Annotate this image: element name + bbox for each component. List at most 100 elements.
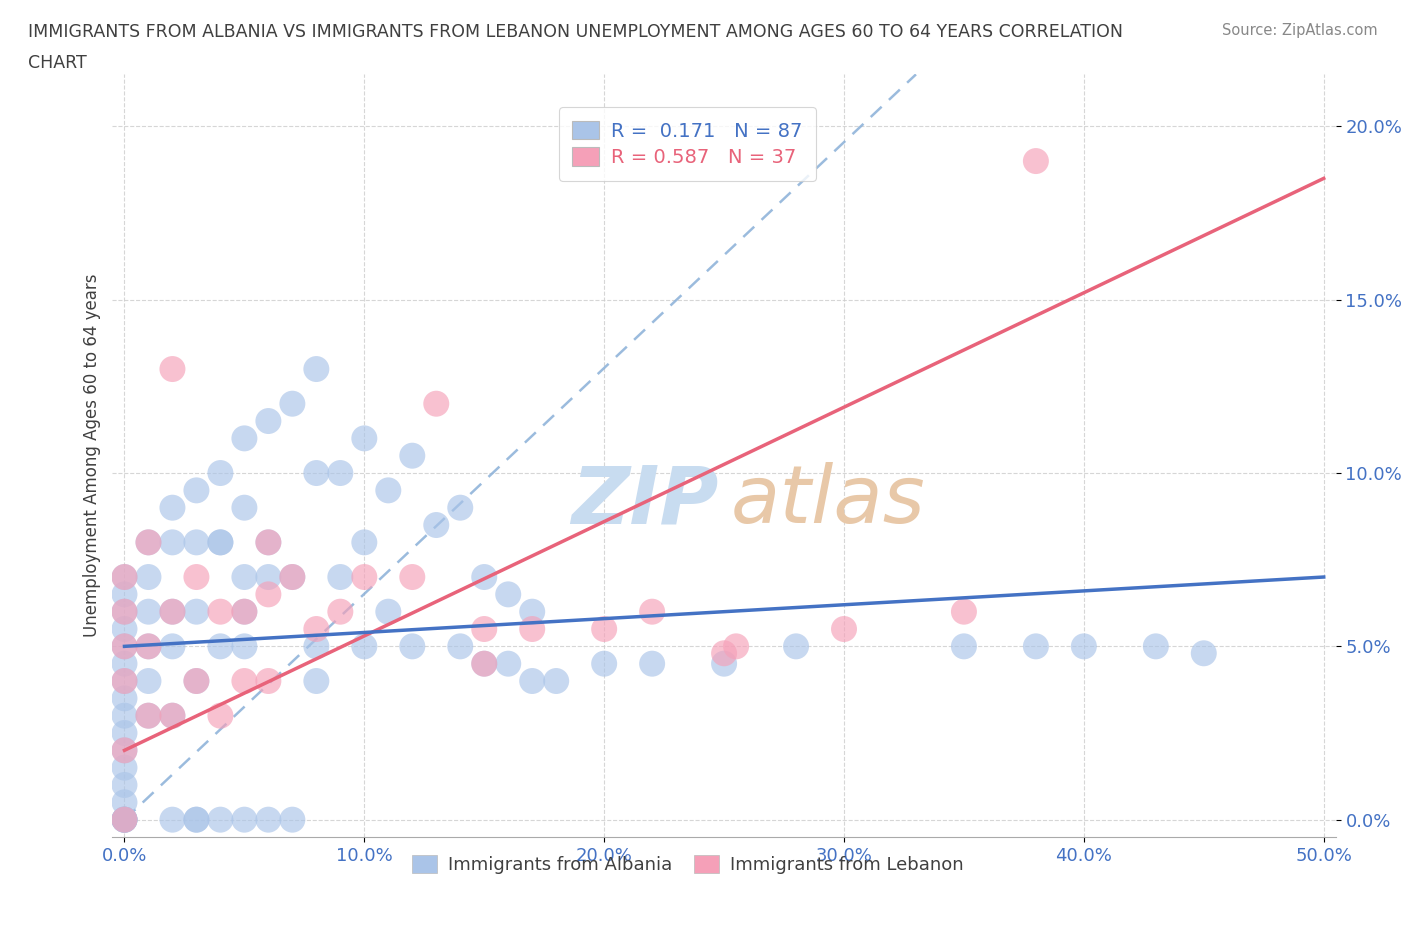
Point [522, 673, 544, 688]
Point [257, 414, 280, 429]
Point [138, 639, 160, 654]
Point [449, 500, 471, 515]
Point [138, 673, 160, 688]
Point [209, 639, 232, 654]
Point [305, 621, 328, 636]
Point [138, 709, 160, 724]
Point [138, 535, 160, 550]
Point [785, 639, 807, 654]
Text: Source: ZipAtlas.com: Source: ZipAtlas.com [1222, 23, 1378, 38]
Text: ZIP: ZIP [571, 462, 718, 540]
Point [281, 569, 304, 584]
Point [209, 466, 232, 481]
Point [641, 657, 664, 671]
Point [114, 673, 136, 688]
Point [114, 621, 136, 636]
Point [305, 639, 328, 654]
Point [162, 709, 184, 724]
Point [138, 639, 160, 654]
Point [257, 535, 280, 550]
Point [186, 569, 208, 584]
Text: atlas: atlas [730, 462, 925, 540]
Point [162, 362, 184, 377]
Point [186, 812, 208, 827]
Point [114, 725, 136, 740]
Point [233, 604, 256, 619]
Point [353, 639, 375, 654]
Point [114, 812, 136, 827]
Point [209, 535, 232, 550]
Point [114, 812, 136, 827]
Point [496, 657, 519, 671]
Point [257, 812, 280, 827]
Point [138, 709, 160, 724]
Point [472, 657, 495, 671]
Point [114, 604, 136, 619]
Point [472, 569, 495, 584]
Point [329, 604, 352, 619]
Text: CHART: CHART [28, 54, 87, 72]
Point [162, 812, 184, 827]
Point [281, 812, 304, 827]
Point [257, 569, 280, 584]
Point [305, 362, 328, 377]
Point [162, 709, 184, 724]
Point [233, 604, 256, 619]
Point [114, 760, 136, 775]
Point [114, 569, 136, 584]
Point [114, 657, 136, 671]
Point [257, 673, 280, 688]
Point [114, 777, 136, 792]
Point [1192, 645, 1215, 660]
Point [472, 621, 495, 636]
Point [186, 483, 208, 498]
Point [1025, 639, 1047, 654]
Point [1073, 639, 1095, 654]
Point [329, 466, 352, 481]
Point [377, 483, 399, 498]
Point [114, 743, 136, 758]
Point [186, 535, 208, 550]
Point [329, 569, 352, 584]
Point [522, 621, 544, 636]
Point [496, 587, 519, 602]
Point [713, 645, 735, 660]
Point [186, 604, 208, 619]
Point [401, 448, 423, 463]
Point [138, 604, 160, 619]
Point [832, 621, 855, 636]
Point [401, 639, 423, 654]
Point [162, 500, 184, 515]
Point [449, 639, 471, 654]
Point [209, 812, 232, 827]
Point [162, 604, 184, 619]
Point [953, 604, 976, 619]
Point [593, 657, 616, 671]
Point [114, 709, 136, 724]
Point [138, 569, 160, 584]
Point [114, 587, 136, 602]
Point [725, 639, 748, 654]
Point [209, 709, 232, 724]
Point [162, 604, 184, 619]
Point [713, 657, 735, 671]
Point [233, 569, 256, 584]
Point [138, 535, 160, 550]
Point [953, 639, 976, 654]
Legend: Immigrants from Albania, Immigrants from Lebanon: Immigrants from Albania, Immigrants from… [405, 848, 970, 882]
Point [281, 569, 304, 584]
Point [233, 431, 256, 445]
Point [305, 466, 328, 481]
Point [1144, 639, 1167, 654]
Point [233, 500, 256, 515]
Point [593, 621, 616, 636]
Point [114, 795, 136, 810]
Point [353, 535, 375, 550]
Point [233, 673, 256, 688]
Point [353, 569, 375, 584]
Point [257, 587, 280, 602]
Point [186, 812, 208, 827]
Point [401, 569, 423, 584]
Point [114, 812, 136, 827]
Point [425, 518, 447, 533]
